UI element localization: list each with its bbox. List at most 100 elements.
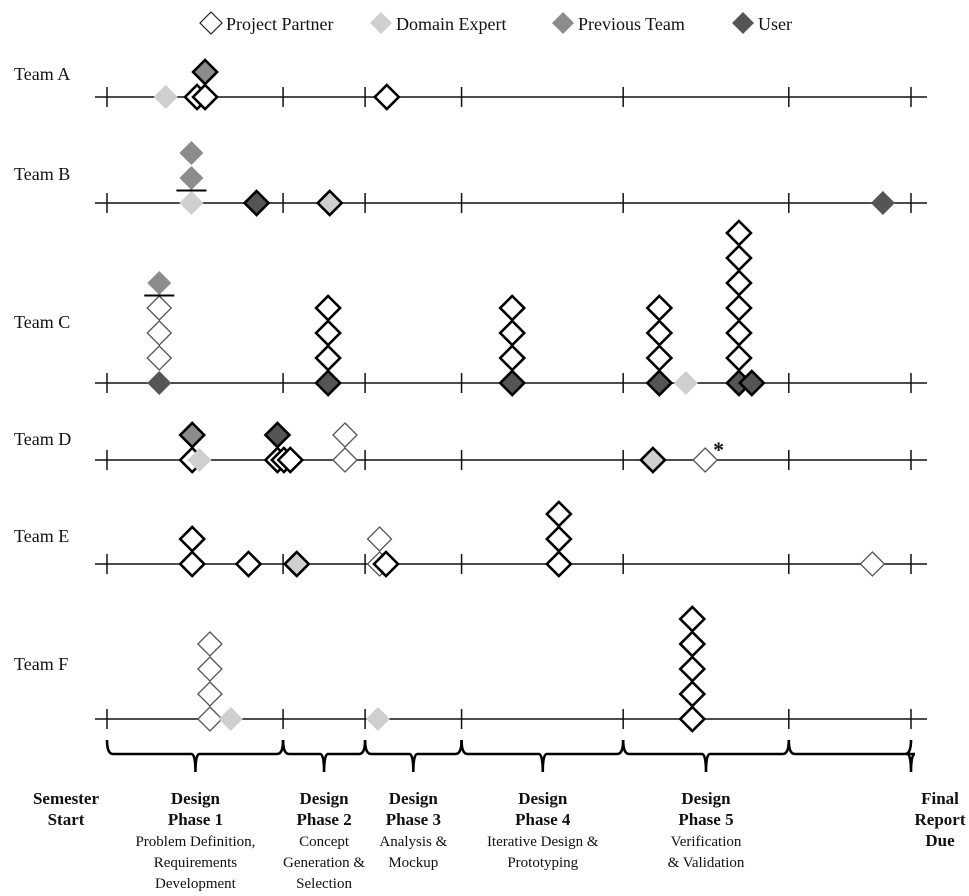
legend-marker-us	[732, 12, 754, 34]
data-point-pp	[725, 219, 753, 247]
team-row: Team C	[14, 219, 927, 397]
data-point-pp	[545, 550, 573, 578]
team-rows: Team A Team B Team C Team D * Team E Team F	[14, 58, 927, 733]
data-point-de	[365, 707, 390, 731]
data-point-pp	[196, 656, 223, 682]
legend-item-us: User	[732, 12, 792, 34]
annotation-asterisk: *	[713, 437, 724, 462]
team-label: Team E	[14, 526, 69, 546]
data-point-pt	[178, 421, 207, 449]
data-point-pp	[678, 605, 707, 633]
phase-title-line: Due	[925, 831, 955, 850]
data-point-pp	[191, 83, 219, 111]
data-point-pp	[725, 344, 753, 372]
data-point-pp	[314, 344, 342, 372]
data-point-pp	[498, 344, 527, 372]
data-point-us	[498, 369, 527, 397]
legend-label-us: User	[758, 14, 792, 34]
data-point-pp	[196, 681, 223, 707]
team-label: Team D	[14, 429, 71, 449]
team-label: Team B	[14, 164, 70, 184]
legend-item-de: Domain Expert	[370, 12, 506, 34]
phase-description-line: Verification	[671, 834, 742, 850]
data-point-pp	[645, 319, 674, 347]
phase-label: Design Phase 4 Iterative Design & Prototypi…	[487, 789, 599, 871]
data-point-pp	[498, 294, 527, 322]
data-point-pp	[146, 295, 173, 321]
data-point-pp	[692, 447, 719, 473]
data-point-pp	[332, 447, 358, 473]
data-point-pp	[678, 655, 707, 683]
data-point-de	[153, 85, 178, 109]
data-point-pp	[678, 680, 707, 708]
data-point-pp	[725, 244, 753, 272]
data-point-pp	[545, 525, 573, 553]
phase-description-line: & Validation	[668, 855, 745, 871]
team-row: Team A	[14, 58, 927, 111]
data-point-us	[242, 189, 271, 217]
phase-bracket	[281, 739, 367, 773]
data-point-pp	[178, 550, 207, 578]
data-point-pp	[725, 294, 753, 322]
phase-description-line: Mockup	[388, 855, 438, 871]
data-point-pp	[859, 551, 886, 577]
data-point-pp	[276, 446, 305, 474]
legend-label-de: Domain Expert	[396, 14, 506, 34]
phase-title-line: Design	[389, 789, 439, 808]
data-point-pp	[678, 705, 707, 733]
data-point-pp	[178, 525, 207, 553]
phase-label: Final Report Due	[915, 789, 966, 850]
phase-description-line: Prototyping	[507, 855, 578, 871]
data-point-pp	[234, 550, 263, 578]
data-point-pp	[332, 422, 358, 448]
phase-title-line: Design	[300, 789, 350, 808]
legend-item-pt: Previous Team	[552, 12, 685, 34]
legend-label-pp: Project Partner	[226, 14, 333, 34]
phase-label: Design Phase 1 Problem Definition, Requirem…	[135, 789, 255, 892]
phase-label: Semester Start	[33, 789, 100, 829]
team-label: Team F	[14, 654, 68, 674]
data-point-de	[282, 550, 311, 578]
phase-bracket	[621, 739, 791, 773]
data-point-pp	[366, 526, 393, 552]
phase-bracket	[105, 739, 285, 773]
phase-description-line: Analysis &	[379, 834, 447, 850]
phase-description-line: Problem Definition,	[135, 834, 255, 850]
data-point-pp	[314, 294, 342, 322]
team-label: Team A	[14, 64, 70, 84]
data-point-pp	[146, 345, 173, 371]
phase-title-line: Phase 4	[515, 810, 571, 829]
data-point-us	[870, 191, 895, 215]
data-point-pp	[725, 319, 753, 347]
phase-bracket	[787, 739, 916, 773]
data-point-de	[673, 371, 698, 395]
data-point-pp	[645, 294, 674, 322]
legend-marker-pp	[199, 11, 223, 35]
legend-label-pt: Previous Team	[578, 14, 685, 34]
phase-title-line: Design	[681, 789, 731, 808]
data-point-pp	[196, 706, 223, 732]
data-point-de	[218, 707, 243, 731]
data-point-pt	[179, 141, 204, 165]
phase-label: Design Phase 5 Verification & Validation	[668, 789, 745, 871]
data-point-pp	[725, 269, 753, 297]
data-point-de	[639, 446, 667, 474]
data-point-us	[737, 369, 766, 397]
phase-description-line: Requirements	[154, 855, 237, 871]
legend: Project Partner Domain Expert Previous Tea…	[199, 11, 792, 35]
data-point-pp	[196, 631, 223, 657]
data-point-pt	[179, 166, 204, 190]
data-point-pp	[545, 500, 573, 528]
phase-title-line: Final	[921, 789, 959, 808]
team-row: Team D *	[14, 421, 927, 474]
phase-description-line: Development	[155, 876, 237, 892]
data-point-pp	[314, 319, 342, 347]
phase-title-line: Design	[171, 789, 221, 808]
phase-bracket	[460, 739, 625, 773]
data-point-pp	[372, 83, 401, 111]
phase-timeline: Semester Start Design Phase 1 Problem Defini…	[33, 739, 966, 892]
data-point-pt	[147, 271, 172, 295]
team-row: Team B	[14, 141, 927, 217]
data-point-de	[187, 448, 212, 472]
